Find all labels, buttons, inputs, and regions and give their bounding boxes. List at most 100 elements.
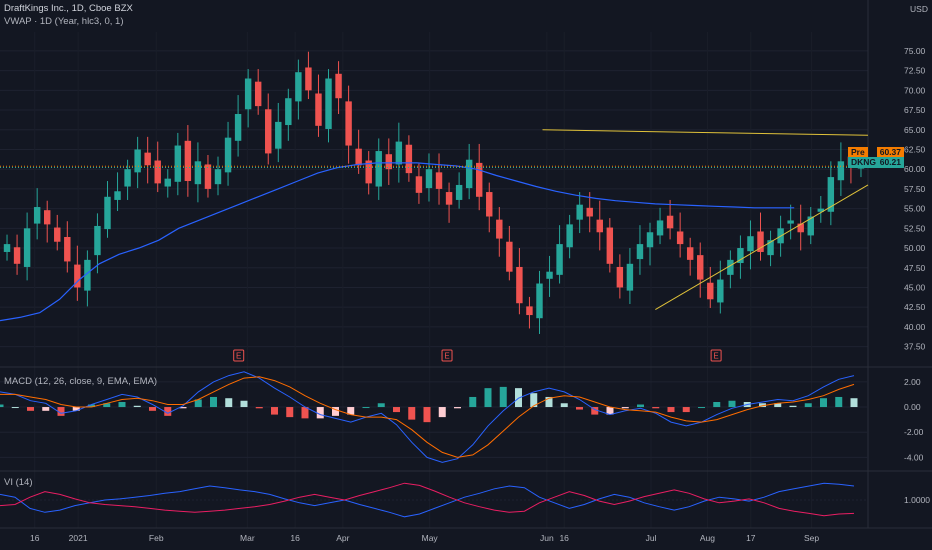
last-price-tag-label: DKNG xyxy=(848,157,880,168)
macd-histogram-bar xyxy=(332,407,339,416)
candle-body xyxy=(144,152,151,166)
candle-body xyxy=(64,237,71,262)
macd-histogram-bar xyxy=(637,404,644,408)
macd-legend: MACD (12, 26, close, 9, EMA, EMA) xyxy=(4,376,158,387)
macd-histogram-bar xyxy=(423,407,431,423)
candle-body xyxy=(445,192,453,205)
candle-body xyxy=(475,162,483,197)
candle-body xyxy=(234,114,242,141)
macd-histogram-bar xyxy=(88,404,95,408)
macd-histogram-bar xyxy=(57,407,65,416)
macd-histogram-bar xyxy=(286,407,294,418)
last-price-tag: DKNG 60.21 xyxy=(848,157,904,168)
candle-body xyxy=(656,220,664,236)
date-tick-label: 16 xyxy=(30,533,40,543)
macd-histogram-bar xyxy=(362,407,370,409)
candle-body xyxy=(265,109,272,154)
candle-body xyxy=(305,67,312,91)
candle-body xyxy=(697,255,704,280)
macd-histogram-bar xyxy=(530,393,538,408)
candle-body xyxy=(596,219,603,233)
candle-body xyxy=(576,204,583,220)
candle-body xyxy=(797,223,804,233)
macd-histogram-bar xyxy=(27,407,34,411)
macd-histogram-bar xyxy=(850,398,858,408)
macd-histogram-bar xyxy=(713,402,721,408)
candle-body xyxy=(606,227,614,264)
candle-body xyxy=(686,247,694,260)
candle-body xyxy=(254,81,262,107)
date-tick-label: Sep xyxy=(804,533,819,543)
candle-body xyxy=(345,101,352,146)
macd-histogram-bar xyxy=(42,407,50,411)
macd-histogram-bar xyxy=(804,403,812,408)
candle-body xyxy=(546,271,553,279)
symbol-title: DraftKings Inc., 1D, Cboe BZX xyxy=(4,3,133,14)
candle-body xyxy=(335,73,342,99)
price-tick-label: 70.00 xyxy=(904,85,926,95)
resistance-trendline xyxy=(542,129,869,136)
date-tick-label: Mar xyxy=(240,533,255,543)
price-tick-label: 37.50 xyxy=(904,342,926,352)
macd-histogram-bar xyxy=(774,403,782,408)
macd-histogram xyxy=(0,386,858,423)
candle-body xyxy=(365,160,372,184)
pre-market-tag: Pre 60.37 xyxy=(848,147,904,158)
candle-body xyxy=(244,78,252,110)
macd-histogram-bar xyxy=(515,388,522,408)
price-tick-label: 67.50 xyxy=(904,105,926,115)
candle-body xyxy=(124,169,131,187)
candles xyxy=(3,51,865,334)
macd-histogram-bar xyxy=(621,407,629,409)
candle-body xyxy=(747,236,754,252)
macd-histogram-bar xyxy=(484,388,492,408)
macd-histogram-bar xyxy=(576,407,583,410)
candle-body xyxy=(787,220,794,224)
macd-histogram-bar xyxy=(240,400,248,408)
price-tick-label: 65.00 xyxy=(904,125,926,135)
candle-body xyxy=(164,178,171,187)
macd-histogram-bar xyxy=(347,407,355,415)
macd-histogram-bar xyxy=(560,403,568,408)
candle-body xyxy=(395,141,403,165)
candle-body xyxy=(174,145,182,182)
macd-histogram-bar xyxy=(133,405,141,408)
candle-body xyxy=(435,172,443,189)
macd-tick-label: 2.00 xyxy=(904,377,921,387)
date-tick-label: Jun xyxy=(540,533,554,543)
macd-histogram-bar xyxy=(72,407,80,411)
earnings-marker xyxy=(233,349,245,362)
macd-histogram-bar xyxy=(408,407,416,420)
candle-body xyxy=(807,216,814,236)
macd-histogram-bar xyxy=(682,407,690,413)
macd-histogram-bar xyxy=(118,402,126,408)
candle-body xyxy=(295,72,302,102)
candle-body xyxy=(134,149,141,173)
macd-histogram-bar xyxy=(103,403,111,408)
macd-histogram-bar xyxy=(271,407,278,415)
date-tick-label: 16 xyxy=(559,533,569,543)
price-tick-label: 57.50 xyxy=(904,184,926,194)
candle-body xyxy=(154,160,161,184)
price-tick-label: 72.50 xyxy=(904,66,926,76)
last-price-tag-value: 60.21 xyxy=(876,157,904,168)
candle-body xyxy=(104,196,111,230)
candle-body xyxy=(496,219,503,239)
candle-body xyxy=(54,227,61,242)
vi-legend: VI (14) xyxy=(4,477,33,488)
date-tick-label: 16 xyxy=(290,533,300,543)
earnings-marker-label: E xyxy=(236,352,241,361)
candle-body xyxy=(837,161,845,181)
price-tick-label: 40.00 xyxy=(904,322,926,332)
macd-histogram-bar xyxy=(0,404,4,408)
candle-body xyxy=(275,121,282,149)
candle-body xyxy=(566,224,573,248)
candle-body xyxy=(536,283,543,319)
macd-histogram-bar xyxy=(789,405,797,408)
earnings-marker-label: E xyxy=(713,352,718,361)
candle-body xyxy=(114,191,121,200)
candle-body xyxy=(3,244,11,252)
macd-histogram-bar xyxy=(316,407,324,419)
candle-body xyxy=(626,263,634,291)
